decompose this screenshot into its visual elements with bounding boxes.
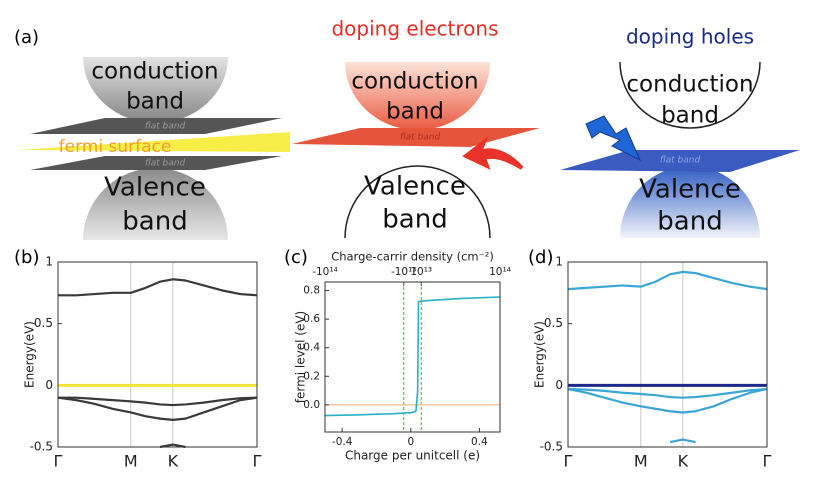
diagram-title: doping electrons	[331, 17, 498, 41]
diagram-electrons: doping electrons flat band conduction ba…	[292, 17, 540, 239]
y-tick-label: 0.6	[303, 313, 320, 325]
plane-label: flat band	[660, 156, 701, 166]
band-label: conduction	[91, 59, 218, 85]
x-axis-label: Charge per unitcell (e)	[345, 449, 480, 463]
plot-frame	[57, 261, 258, 448]
y-tick-label: 0.2	[303, 370, 320, 382]
y-tick-label: 0	[45, 378, 53, 392]
y-tick-label: -0.5	[30, 440, 53, 454]
band-label: Valence	[104, 173, 206, 203]
series-line	[669, 438, 696, 444]
panel-label: (d)	[528, 247, 553, 268]
y-tick-label: 0	[555, 378, 563, 392]
band-label: band	[382, 205, 447, 235]
x2-tick-label: 10¹³	[410, 266, 432, 278]
x-tick-label: Γ	[763, 452, 772, 471]
band-label: Valence	[639, 175, 741, 205]
panel-label: (a)	[14, 27, 39, 48]
y-tick-label: -0.5	[540, 440, 563, 454]
x-tick-label: M	[124, 452, 138, 471]
flat-band-plane	[292, 128, 540, 147]
x-tick-label: 0	[407, 436, 414, 448]
y-tick-label: 0.5	[544, 316, 563, 330]
flat-band-plane	[30, 156, 282, 170]
series-line	[57, 396, 258, 421]
panel-label: (c)	[284, 247, 308, 268]
x-tick-label: Γ	[564, 452, 573, 471]
diagram-neutral: flat band flat band conduction band ferm…	[18, 57, 290, 240]
band-label: band	[126, 89, 184, 115]
x-tick-label: -0.4	[332, 436, 353, 448]
arrow	[462, 135, 524, 170]
fermi-label: fermi surface	[59, 137, 172, 157]
y-tick-label: 0.5	[34, 316, 53, 330]
flat-band-plane	[560, 150, 800, 172]
x-tick-label: K	[168, 452, 179, 471]
y-tick-label: 0.8	[303, 285, 320, 297]
plane-label: flat band	[145, 159, 186, 169]
fermi-plane	[18, 132, 290, 152]
panel-label: (b)	[14, 247, 39, 268]
plane-label: flat band	[145, 122, 186, 132]
band-label: conduction	[626, 72, 753, 98]
series-line	[567, 387, 768, 414]
y-axis-label: Energy(eV)	[23, 321, 37, 388]
y-tick-label: 0.4	[303, 342, 320, 354]
plane-label: flat band	[400, 133, 441, 143]
x-tick-label: K	[678, 452, 689, 471]
valence-cone	[83, 168, 228, 240]
x2-tick-label: -10¹⁴	[312, 266, 338, 278]
x-tick-label: M	[634, 452, 648, 471]
band-label: band	[386, 99, 444, 125]
conduction-cone	[345, 62, 490, 130]
series-line	[567, 387, 768, 399]
x-tick-label: 0.4	[471, 436, 488, 448]
flat-band-plane	[30, 118, 282, 134]
x-tick-label: Γ	[54, 452, 63, 471]
plot-frame	[324, 281, 501, 433]
valence-cone	[620, 166, 760, 238]
plot-frame	[567, 261, 768, 448]
diagram-holes: doping holes flat band conduction band V…	[560, 25, 800, 238]
arrow	[585, 115, 642, 162]
y-axis-label: Energy(eV)	[533, 321, 547, 388]
band-label: band	[657, 207, 722, 237]
valence-outline	[344, 165, 491, 239]
series-line	[159, 443, 186, 449]
diagram-title: doping holes	[626, 25, 754, 49]
series-line	[324, 296, 501, 417]
x2-tick-label: 10¹⁴	[489, 266, 511, 278]
conduction-cone	[83, 57, 228, 123]
y-tick-label: 0.0	[303, 399, 320, 411]
y-axis-label: fermi level (eV)	[294, 311, 308, 403]
series-line	[58, 396, 258, 407]
y-tick-label: 1	[45, 255, 53, 269]
x2-tick-label: -10¹³	[391, 266, 417, 278]
series-line	[567, 270, 768, 291]
band-label: conduction	[351, 69, 478, 95]
x-tick-label: Γ	[253, 452, 262, 471]
series-line	[58, 278, 258, 297]
band-label: band	[661, 103, 719, 129]
band-label: Valence	[364, 172, 466, 202]
x2-axis-label: Charge-carrir density (cm⁻²)	[331, 250, 494, 264]
y-tick-label: 1	[555, 255, 563, 269]
band-label: band	[122, 207, 187, 237]
conduction-outline	[619, 61, 761, 129]
